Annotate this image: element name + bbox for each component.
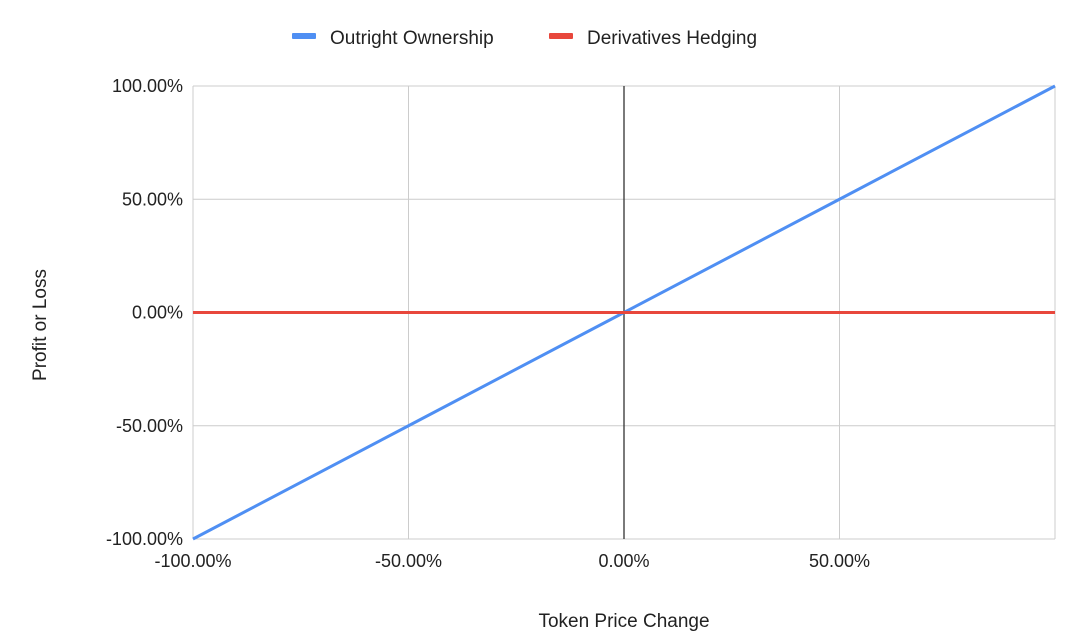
y-tick-label: 100.00% bbox=[112, 76, 183, 96]
y-tick-label: 0.00% bbox=[132, 303, 183, 323]
x-tick-labels: -100.00% -50.00% 0.00% 50.00% bbox=[154, 551, 870, 571]
y-tick-label: -100.00% bbox=[106, 529, 183, 549]
legend: Outright Ownership Derivatives Hedging bbox=[292, 28, 757, 49]
y-tick-label: 50.00% bbox=[122, 189, 183, 209]
legend-label: Outright Ownership bbox=[330, 28, 494, 49]
x-tick-label: -50.00% bbox=[375, 551, 442, 571]
series-lines bbox=[192, 84, 1056, 541]
legend-label: Derivatives Hedging bbox=[587, 28, 757, 49]
legend-swatch bbox=[292, 33, 316, 39]
y-tick-label: -50.00% bbox=[116, 416, 183, 436]
x-tick-label: -100.00% bbox=[154, 551, 231, 571]
legend-swatch bbox=[549, 33, 573, 39]
y-tick-labels: 100.00% 50.00% 0.00% -50.00% -100.00% bbox=[106, 76, 183, 549]
x-tick-label: 50.00% bbox=[809, 551, 870, 571]
x-axis-label: Token Price Change bbox=[538, 611, 709, 632]
x-tick-label: 0.00% bbox=[598, 551, 649, 571]
y-axis-label: Profit or Loss bbox=[30, 269, 51, 381]
